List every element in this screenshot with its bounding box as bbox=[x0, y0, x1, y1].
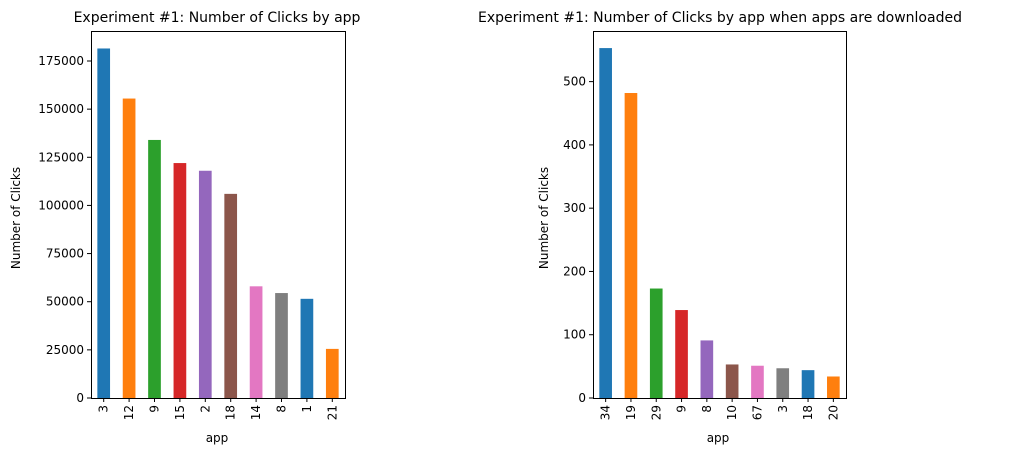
chart-2-x-tick-label-20: 20 bbox=[826, 405, 840, 420]
chart-1-bar-8 bbox=[275, 293, 288, 398]
chart-2-bar-10 bbox=[725, 364, 739, 398]
chart-1-bar-14 bbox=[249, 286, 263, 398]
chart-1-bar-3 bbox=[97, 48, 111, 398]
chart-1-bar-18 bbox=[224, 193, 238, 398]
chart-1-x-tick-label-8: 8 bbox=[275, 405, 289, 413]
chart-1-y-tick-label: 25000 bbox=[46, 343, 84, 357]
chart-2-x-tick-label-8: 8 bbox=[700, 405, 714, 413]
chart-2-x-tick-label-67: 67 bbox=[750, 405, 764, 420]
chart-1-y-tick-label: 100000 bbox=[38, 198, 84, 212]
chart-1-y-tick-label: 125000 bbox=[38, 150, 84, 164]
chart-1-x-tick-label-2: 2 bbox=[198, 405, 212, 413]
chart-1-y-tick-label: 75000 bbox=[46, 247, 84, 261]
chart-1-title: Experiment #1: Number of Clicks by app bbox=[74, 10, 361, 26]
chart-2-bar-18 bbox=[801, 370, 815, 398]
chart-2-y-tick-label: 0 bbox=[578, 391, 586, 405]
chart-2-x-tick-label-3: 3 bbox=[776, 405, 790, 413]
chart-2-y-tick-label: 200 bbox=[563, 264, 586, 278]
chart-2-bar-9 bbox=[675, 310, 688, 398]
chart-2-bar-8 bbox=[700, 340, 714, 398]
chart-2-y-tick-label: 500 bbox=[563, 75, 586, 89]
chart-1-x-tick-label-3: 3 bbox=[97, 405, 111, 413]
chart-2-x-tick-label-9: 9 bbox=[675, 405, 689, 413]
chart-1-x-tick-label-14: 14 bbox=[249, 405, 263, 420]
chart-2-x-tick-label-29: 29 bbox=[649, 405, 663, 420]
chart-2-y-tick-label: 300 bbox=[563, 201, 586, 215]
chart-2-bar-34 bbox=[599, 48, 612, 398]
chart-2-title: Experiment #1: Number of Clicks by app w… bbox=[478, 10, 962, 26]
chart-1-bar-21 bbox=[325, 348, 339, 398]
chart-2-bar-19 bbox=[624, 93, 638, 398]
chart-1-x-tick-label-12: 12 bbox=[122, 405, 136, 420]
chart-1-bar-9 bbox=[148, 139, 161, 398]
chart-1-axes-frame bbox=[91, 31, 346, 399]
chart-1-x-tick-label-21: 21 bbox=[325, 405, 339, 420]
chart-1-bar-1 bbox=[300, 298, 314, 398]
chart-2-bar-20 bbox=[827, 376, 840, 398]
chart-2-x-axis-label: app bbox=[707, 431, 730, 445]
chart-1-x-tick-label-18: 18 bbox=[224, 405, 238, 420]
chart-2-bar-67 bbox=[751, 365, 764, 398]
chart-2-plot-area: 0 100 200 300 400 500 34 19 29 9 8 10 67 3 18 20 bbox=[563, 31, 847, 420]
chart-2-x-tick-label-34: 34 bbox=[599, 405, 613, 420]
chart-1-bar-15 bbox=[173, 163, 187, 398]
chart-2-x-tick-label-18: 18 bbox=[801, 405, 815, 420]
chart-1-plot-area: 0 25000 50000 75000 100000 125000 150000 175000… bbox=[38, 31, 346, 420]
chart-1-x-axis-label: app bbox=[206, 431, 229, 445]
chart-1-bar-12 bbox=[122, 98, 136, 399]
chart-2-bar-29 bbox=[649, 288, 663, 398]
chart-1-x-tick-label-1: 1 bbox=[300, 405, 314, 413]
chart-1-y-tick-label: 175000 bbox=[38, 54, 84, 68]
chart-2-bar-3 bbox=[776, 368, 790, 398]
chart-1-x-tick-label-9: 9 bbox=[148, 405, 162, 413]
chart-1-y-axis-label: Number of Clicks bbox=[9, 167, 23, 269]
chart-1-y-tick-label: 0 bbox=[76, 391, 84, 405]
chart-2-y-axis-label: Number of Clicks bbox=[537, 167, 551, 269]
chart-2-y-tick-label: 100 bbox=[563, 328, 586, 342]
chart-2-axes-frame bbox=[593, 31, 847, 399]
chart-1-x-tick-label-15: 15 bbox=[173, 405, 187, 420]
chart-1-y-tick-label: 150000 bbox=[38, 102, 84, 116]
chart-2-x-tick-label-19: 19 bbox=[624, 405, 638, 420]
chart-2-y-tick-label: 400 bbox=[563, 138, 586, 152]
chart-2-x-tick-label-10: 10 bbox=[725, 405, 739, 420]
chart-1-bar-2 bbox=[198, 170, 212, 398]
chart-1-y-tick-label: 50000 bbox=[46, 295, 84, 309]
